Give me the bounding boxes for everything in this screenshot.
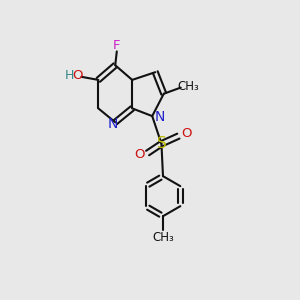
Text: CH₃: CH₃: [152, 231, 174, 244]
Text: N: N: [108, 117, 118, 131]
Text: O: O: [134, 148, 144, 161]
Text: O: O: [72, 69, 83, 82]
Text: S: S: [157, 136, 166, 151]
Text: F: F: [113, 39, 121, 52]
Text: H: H: [64, 69, 74, 82]
Text: N: N: [155, 110, 165, 124]
Text: CH₃: CH₃: [178, 80, 199, 93]
Text: O: O: [182, 127, 192, 140]
